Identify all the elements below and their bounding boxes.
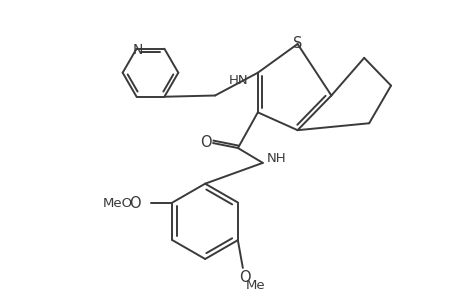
Text: MeO: MeO	[102, 197, 133, 210]
Text: Me: Me	[246, 279, 265, 292]
Text: O: O	[200, 135, 212, 150]
Text: HN: HN	[228, 74, 248, 87]
Text: O: O	[239, 270, 250, 285]
Text: NH: NH	[266, 152, 286, 165]
Text: O: O	[129, 196, 140, 211]
Text: S: S	[292, 35, 302, 50]
Text: N: N	[132, 43, 142, 57]
